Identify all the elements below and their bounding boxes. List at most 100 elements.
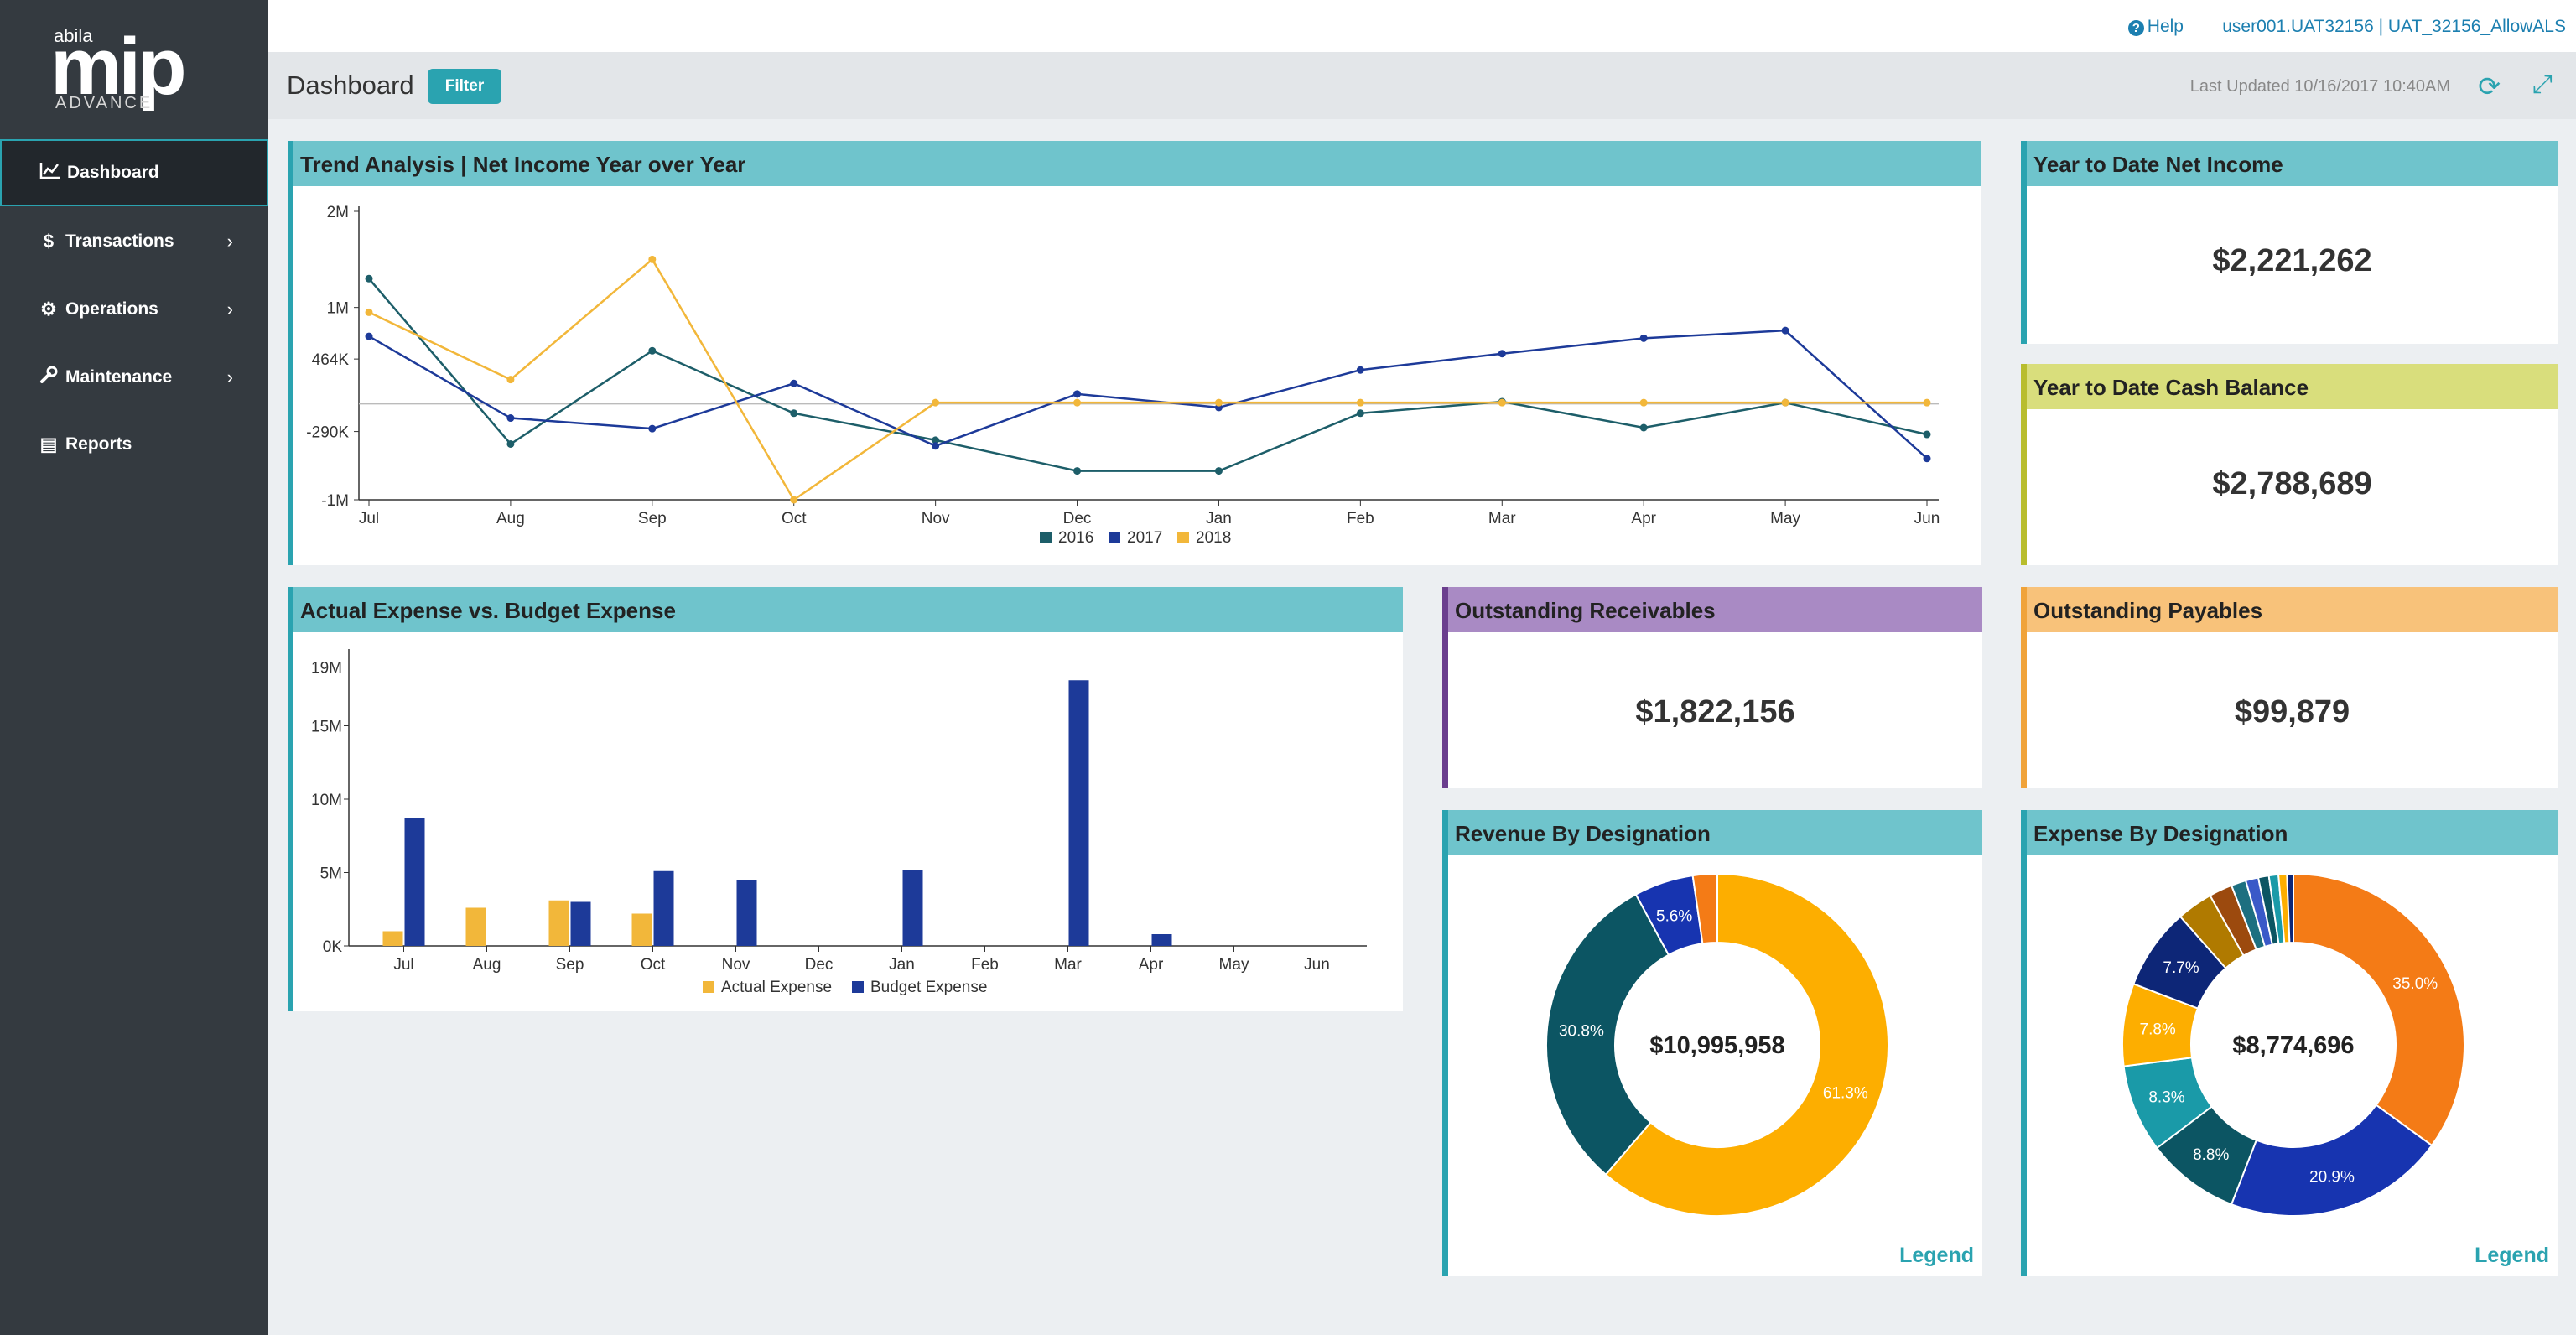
data-point-2018	[1214, 398, 1223, 407]
gears-icon: ⚙	[40, 299, 57, 319]
sidebar-item-label: Dashboard	[67, 163, 159, 182]
sidebar-item-reports[interactable]: ▤ Reports	[0, 411, 268, 478]
sidebar-item-label: Transactions	[65, 231, 174, 251]
refresh-icon[interactable]: ⟳	[2478, 71, 2501, 101]
revenue-by-designation-panel: Revenue By Designation 61.3% 30.8% 5.6% $10…	[1442, 810, 1982, 1276]
legend-label: 2017	[1127, 529, 1162, 547]
bar-actual-expense	[382, 931, 403, 946]
x-tick-label: Mar	[1488, 510, 1516, 527]
panel-title: Year to Date Net Income	[2027, 141, 2558, 186]
expand-icon[interactable]: ⤢	[2532, 70, 2553, 98]
data-point-2018	[1639, 398, 1648, 407]
data-point-2016	[506, 439, 515, 448]
y-tick-label: 0K	[323, 938, 343, 956]
ytd-net-income-panel: Year to Date Net Income $2,221,262	[2021, 141, 2558, 344]
trend-line-chart: 2M 1M 464K -290K -1M Jul Aug Sep Oct Nov Dec Jan Feb…	[306, 204, 1940, 547]
help-label: Help	[2147, 17, 2184, 36]
logo-edition: ADVANCE	[55, 94, 153, 112]
expense-legend-link[interactable]: Legend	[2475, 1244, 2549, 1267]
sidebar-item-operations[interactable]: ⚙ Operations ›	[0, 276, 268, 343]
top-bar: ? Help user001.UAT32156 | UAT_32156_Allow…	[268, 0, 2576, 52]
donut-slice	[1691, 872, 1718, 945]
wrench-icon	[32, 366, 65, 389]
donut-slice	[1545, 893, 1670, 1177]
data-point-2016	[790, 409, 798, 418]
receivables-value: $1,822,156	[1635, 694, 1795, 730]
x-tick-label: Jul	[393, 956, 413, 974]
data-point-2017	[365, 332, 373, 340]
data-point-2017	[1073, 390, 1082, 398]
x-tick-label: Mar	[1054, 956, 1082, 974]
filter-button[interactable]: Filter	[428, 69, 501, 104]
sidebar-item-label: Operations	[65, 299, 158, 319]
sidebar-item-transactions[interactable]: $ Transactions ›	[0, 208, 268, 275]
x-tick-label: Jul	[359, 510, 379, 527]
data-point-2017	[506, 414, 515, 423]
panel-title: Trend Analysis | Net Income Year over Ye…	[293, 141, 1981, 186]
legend-swatch	[852, 981, 864, 993]
legend-swatch	[1040, 532, 1052, 543]
ytd-cash-balance-panel: Year to Date Cash Balance $2,788,689	[2021, 364, 2558, 565]
donut-slice	[2230, 1104, 2433, 1217]
data-point-2017	[932, 442, 940, 450]
y-tick-label: -1M	[321, 492, 349, 510]
x-tick-label: Aug	[496, 510, 525, 527]
bar-actual-expense	[631, 913, 652, 946]
bar-budget-expense	[1068, 680, 1089, 946]
bar-budget-expense	[736, 880, 757, 946]
chevron-right-icon: ›	[226, 231, 233, 252]
outstanding-payables-panel: Outstanding Payables $99,879	[2021, 587, 2558, 788]
page-title: Dashboard	[287, 70, 414, 100]
legend-label: Budget Expense	[870, 979, 987, 996]
bar-budget-expense	[902, 870, 923, 946]
donut-center-total: $10,995,958	[1649, 1032, 1784, 1059]
legend-swatch	[1177, 532, 1189, 543]
x-tick-label: Jun	[1914, 510, 1940, 527]
data-point-2016	[1639, 423, 1648, 432]
data-point-2017	[1639, 334, 1648, 342]
last-updated: Last Updated 10/16/2017 10:40AM	[2189, 77, 2450, 96]
question-icon: ?	[2127, 20, 2144, 36]
series-line-2017	[368, 329, 1928, 460]
x-tick-label: Nov	[722, 956, 750, 974]
slice-label: 35.0%	[2392, 975, 2438, 993]
legend-label: Actual Expense	[721, 979, 832, 996]
data-point-2018	[1498, 398, 1506, 407]
data-point-2018	[790, 496, 798, 504]
x-tick-label: May	[1770, 510, 1800, 527]
slice-label: 7.8%	[2140, 1021, 2176, 1039]
user-menu[interactable]: user001.UAT32156 | UAT_32156_AllowALS	[2222, 17, 2566, 36]
y-tick-label: 464K	[312, 351, 350, 369]
panel-title: Outstanding Payables	[2027, 587, 2558, 632]
slice-label: 7.7%	[2163, 959, 2199, 977]
y-tick-label: 2M	[327, 204, 349, 221]
panel-title: Actual Expense vs. Budget Expense	[293, 587, 1403, 632]
data-point-2017	[1781, 326, 1789, 335]
sidebar-item-maintenance[interactable]: Maintenance ›	[0, 344, 268, 411]
data-point-2016	[1923, 430, 1931, 439]
y-tick-label: 19M	[311, 660, 342, 678]
logo-small-text: abila	[54, 25, 93, 46]
x-tick-label: Apr	[1631, 510, 1656, 527]
dashboard-header: Dashboard Filter Last Updated 10/16/2017…	[268, 52, 2576, 119]
bar-actual-expense	[465, 907, 486, 946]
data-point-2018	[506, 376, 515, 384]
bar-budget-expense	[1151, 934, 1172, 946]
x-tick-label: Jan	[1206, 510, 1232, 527]
x-tick-label: Dec	[1063, 510, 1092, 527]
data-point-2016	[1073, 467, 1082, 475]
data-point-2018	[1073, 398, 1082, 407]
ytd-net-income-value: $2,221,262	[2212, 243, 2372, 278]
x-tick-label: Sep	[556, 956, 584, 974]
revenue-legend-link[interactable]: Legend	[1899, 1244, 1974, 1267]
help-link[interactable]: ? Help	[2127, 17, 2184, 37]
outstanding-receivables-panel: Outstanding Receivables $1,822,156	[1442, 587, 1982, 788]
expense-panel: Actual Expense vs. Budget Expense 19M 15M…	[288, 587, 1403, 1011]
payables-value: $99,879	[2234, 694, 2350, 730]
x-tick-label: Nov	[922, 510, 950, 527]
logo-name: mip	[50, 22, 187, 112]
data-point-2017	[790, 379, 798, 387]
expense-donut-chart: 35.0% 20.9% 8.8% 8.3% 7.8% 7.7% $8,774,696	[2122, 872, 2465, 1217]
sidebar-item-dashboard[interactable]: Dashboard	[0, 139, 268, 206]
y-tick-label: -290K	[306, 424, 349, 442]
